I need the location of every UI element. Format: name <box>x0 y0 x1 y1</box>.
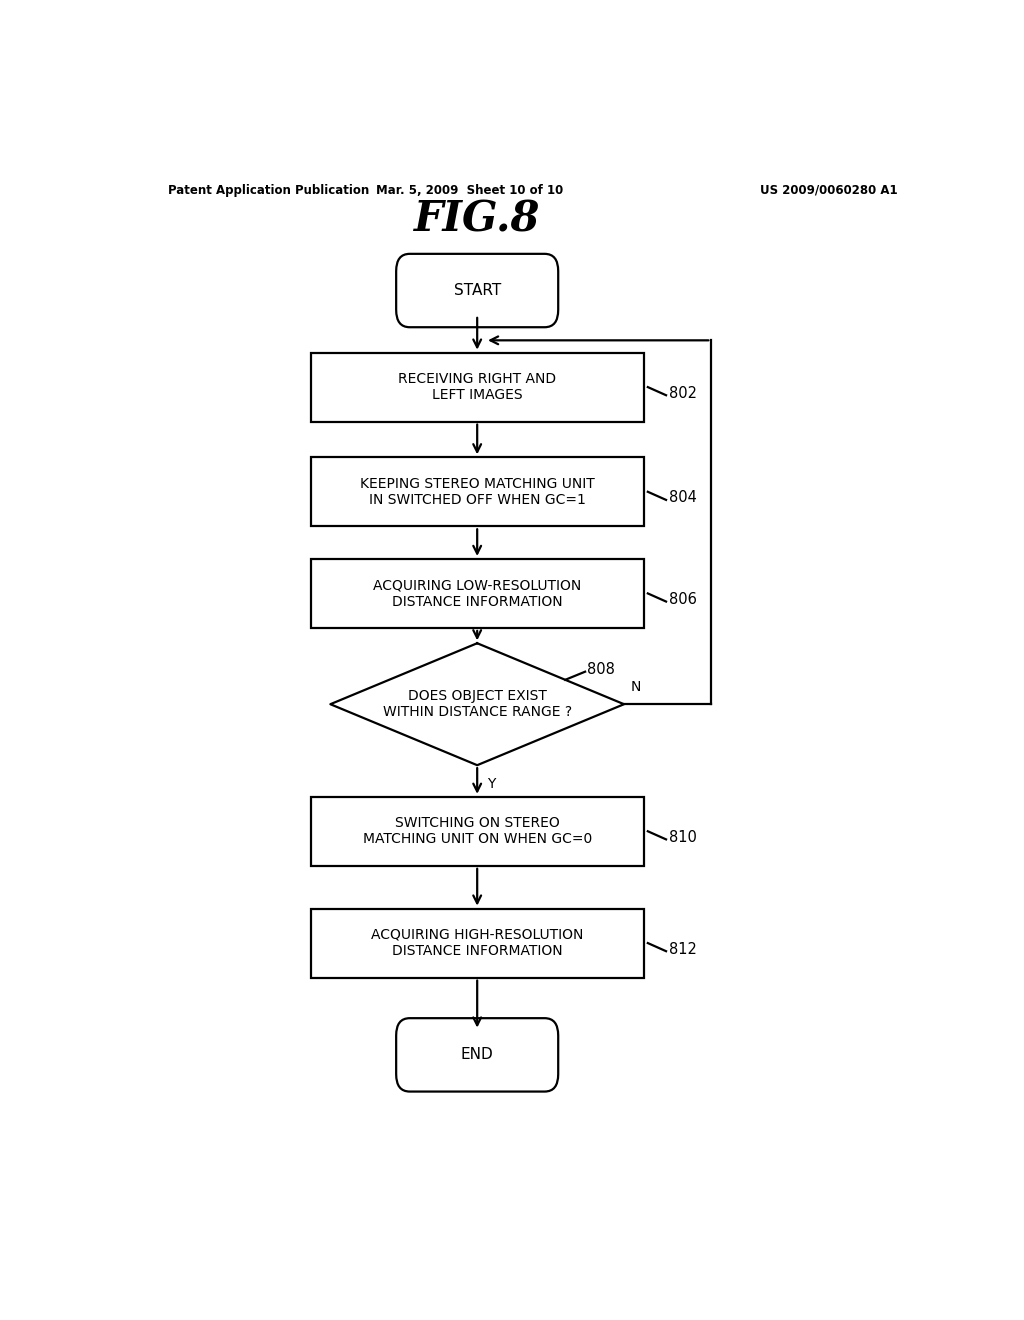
Text: START: START <box>454 282 501 298</box>
Text: 812: 812 <box>670 941 697 957</box>
FancyBboxPatch shape <box>310 908 644 978</box>
Text: 810: 810 <box>670 830 697 845</box>
FancyBboxPatch shape <box>396 1018 558 1092</box>
Text: DOES OBJECT EXIST
WITHIN DISTANCE RANGE ?: DOES OBJECT EXIST WITHIN DISTANCE RANGE … <box>383 689 571 719</box>
FancyBboxPatch shape <box>310 457 644 527</box>
Text: RECEIVING RIGHT AND
LEFT IMAGES: RECEIVING RIGHT AND LEFT IMAGES <box>398 372 556 403</box>
Text: SWITCHING ON STEREO
MATCHING UNIT ON WHEN GC=0: SWITCHING ON STEREO MATCHING UNIT ON WHE… <box>362 816 592 846</box>
FancyBboxPatch shape <box>310 797 644 866</box>
Text: 806: 806 <box>670 591 697 607</box>
Text: Y: Y <box>486 777 495 792</box>
Text: 808: 808 <box>588 663 615 677</box>
FancyBboxPatch shape <box>310 352 644 421</box>
FancyBboxPatch shape <box>310 558 644 628</box>
Text: Mar. 5, 2009  Sheet 10 of 10: Mar. 5, 2009 Sheet 10 of 10 <box>376 183 563 197</box>
Text: KEEPING STEREO MATCHING UNIT
IN SWITCHED OFF WHEN GC=1: KEEPING STEREO MATCHING UNIT IN SWITCHED… <box>359 477 595 507</box>
Text: Patent Application Publication: Patent Application Publication <box>168 183 369 197</box>
Text: END: END <box>461 1047 494 1063</box>
Text: FIG.8: FIG.8 <box>414 198 541 240</box>
Text: US 2009/0060280 A1: US 2009/0060280 A1 <box>760 183 898 197</box>
FancyBboxPatch shape <box>396 253 558 327</box>
Text: ACQUIRING LOW-RESOLUTION
DISTANCE INFORMATION: ACQUIRING LOW-RESOLUTION DISTANCE INFORM… <box>373 578 582 609</box>
Text: N: N <box>631 680 641 694</box>
Text: 802: 802 <box>670 385 697 401</box>
Text: 804: 804 <box>670 490 697 506</box>
Text: ACQUIRING HIGH-RESOLUTION
DISTANCE INFORMATION: ACQUIRING HIGH-RESOLUTION DISTANCE INFOR… <box>371 928 584 958</box>
